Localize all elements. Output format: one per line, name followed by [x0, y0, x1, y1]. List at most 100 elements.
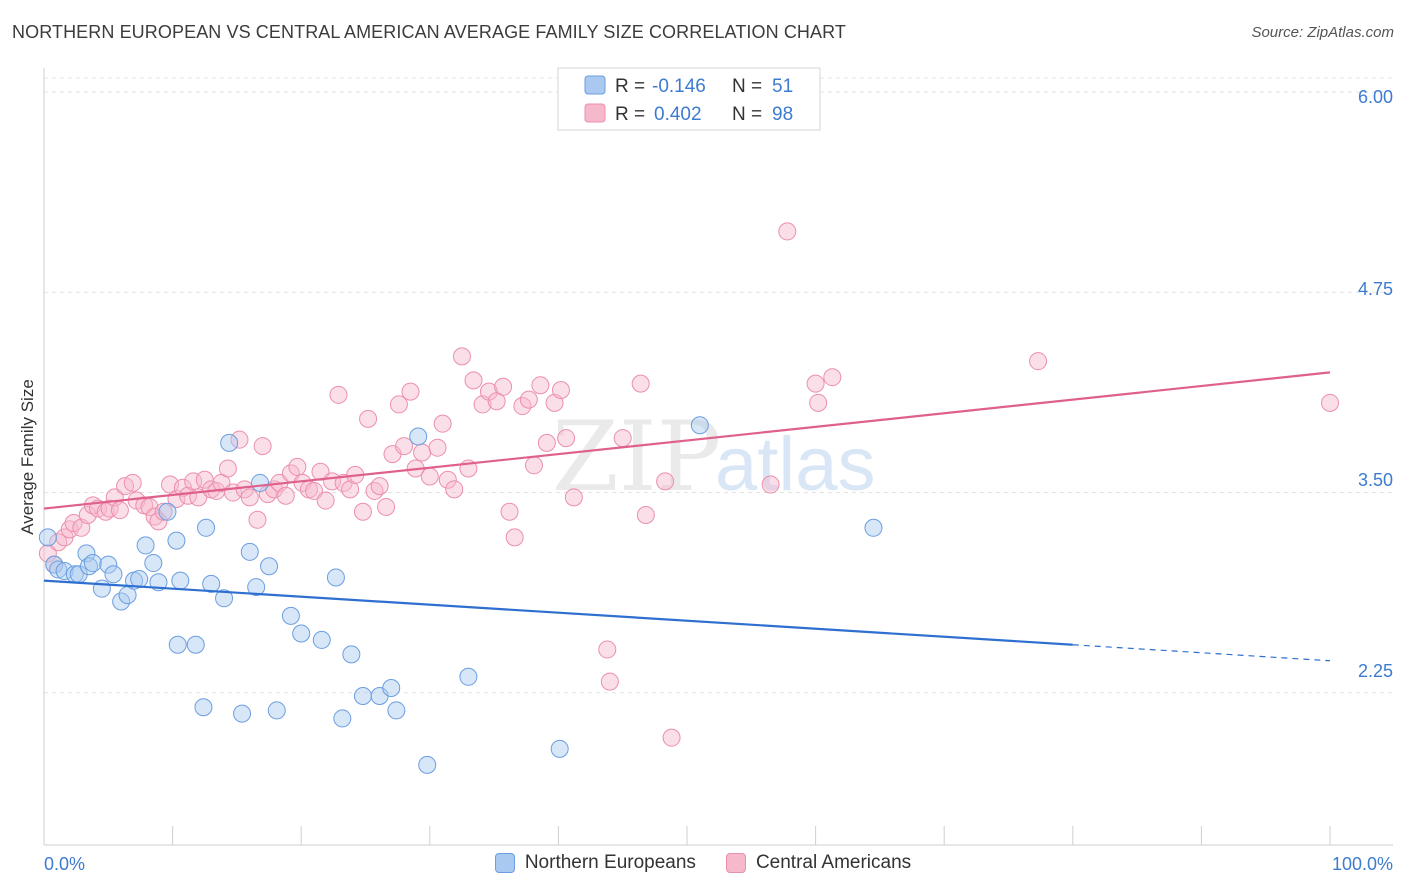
data-point-northern-europeans — [92, 579, 111, 598]
data-point-central-americans — [778, 222, 797, 241]
data-point-central-americans — [636, 505, 655, 524]
data-point-northern-europeans — [333, 709, 352, 728]
legend-item-northern-europeans[interactable]: Northern Europeans — [494, 852, 696, 874]
data-point-central-americans — [656, 472, 675, 491]
data-point-northern-europeans — [220, 433, 239, 452]
data-point-central-americans — [513, 397, 532, 416]
data-point-central-americans — [288, 457, 307, 476]
data-point-northern-europeans — [240, 542, 259, 561]
data-point-central-americans — [662, 728, 681, 747]
series-legend: Northern Europeans Central Americans — [0, 852, 1406, 874]
data-point-central-americans — [438, 470, 457, 489]
data-point-northern-europeans — [112, 592, 131, 611]
data-point-central-americans — [38, 544, 57, 563]
data-point-central-americans — [531, 376, 550, 395]
data-point-central-americans — [305, 481, 324, 500]
x-tick-marks — [172, 826, 1331, 845]
source-credit: Source: ZipAtlas.com — [1251, 24, 1394, 41]
gridlines — [44, 77, 1393, 694]
data-point-northern-europeans — [326, 568, 345, 587]
data-point-central-americans — [413, 443, 432, 462]
data-point-central-americans — [598, 640, 617, 659]
data-point-central-americans — [123, 473, 142, 492]
trend-lines — [43, 371, 1331, 662]
y-tick-label: 2.25 — [1358, 661, 1393, 681]
data-point-northern-europeans — [197, 518, 216, 537]
data-point-central-americans — [433, 414, 452, 433]
data-point-northern-europeans — [202, 574, 221, 593]
data-point-central-americans — [353, 502, 372, 521]
data-point-northern-europeans — [168, 635, 187, 654]
data-point-central-americans — [184, 472, 203, 491]
x-tick-label-min: 0.0% — [44, 854, 85, 874]
data-point-northern-europeans — [104, 565, 123, 584]
data-point-central-americans — [149, 512, 168, 531]
data-point-central-americans — [253, 437, 272, 456]
legend-swatch-blue — [584, 75, 606, 95]
data-point-northern-europeans — [144, 554, 163, 573]
data-point-northern-europeans — [38, 528, 57, 547]
data-point-northern-europeans — [267, 701, 286, 720]
data-point-northern-europeans — [55, 562, 74, 581]
data-point-northern-europeans — [418, 755, 437, 774]
r-value-blue: -0.146 — [652, 76, 706, 97]
data-point-northern-europeans — [459, 667, 478, 686]
data-point-northern-europeans — [247, 578, 266, 597]
data-point-central-americans — [806, 374, 825, 393]
data-point-northern-europeans — [281, 606, 300, 625]
data-point-central-americans — [78, 505, 97, 524]
y-axis-label: Average Family Size — [18, 379, 37, 535]
y-tick-label: 6.00 — [1358, 87, 1393, 107]
legend-swatch-central-americans — [725, 853, 746, 873]
data-point-northern-europeans — [49, 560, 68, 579]
y-tick-label: 3.50 — [1358, 470, 1393, 490]
data-point-central-americans — [329, 385, 348, 404]
data-point-central-americans — [276, 486, 295, 505]
data-point-northern-europeans — [312, 630, 331, 649]
data-point-northern-europeans — [864, 518, 883, 537]
data-point-northern-europeans — [83, 554, 102, 573]
data-point-northern-europeans — [171, 571, 190, 590]
data-point-northern-europeans — [409, 427, 428, 446]
legend-item-central-americans[interactable]: Central Americans — [725, 852, 912, 874]
data-point-central-americans — [341, 480, 360, 499]
data-point-northern-europeans — [260, 557, 279, 576]
data-point-central-americans — [479, 382, 498, 401]
data-point-central-americans — [613, 429, 632, 448]
n-value-pink: 98 — [772, 104, 793, 125]
data-point-central-americans — [377, 497, 396, 516]
data-point-central-americans — [823, 368, 842, 387]
trendline-northern-europeans — [43, 579, 1073, 646]
legend-label-northern-europeans: Northern Europeans — [524, 852, 696, 873]
data-point-central-americans — [230, 430, 249, 449]
data-point-northern-europeans — [342, 645, 361, 664]
data-point-northern-europeans — [690, 416, 709, 435]
data-point-central-americans — [500, 502, 519, 521]
data-point-central-americans — [631, 374, 650, 393]
data-point-central-americans — [1029, 352, 1048, 371]
r-value-pink: 0.402 — [654, 104, 702, 125]
trendline-central-americans — [43, 371, 1331, 510]
legend-swatch-northern-europeans — [494, 853, 515, 873]
data-point-northern-europeans — [233, 704, 252, 723]
y-tick-label: 4.75 — [1358, 279, 1393, 299]
data-point-central-americans — [420, 467, 439, 486]
data-point-northern-europeans — [136, 536, 155, 555]
data-point-central-americans — [494, 377, 513, 396]
watermark-atlas: atlas — [715, 422, 876, 507]
data-point-central-americans — [316, 491, 335, 510]
data-point-northern-europeans — [158, 502, 177, 521]
data-point-central-americans — [557, 429, 576, 448]
data-point-central-americans — [1321, 393, 1339, 412]
legend-swatch-pink — [584, 103, 606, 123]
data-point-central-americans — [359, 409, 378, 428]
x-tick-label-max: 100.0% — [1332, 854, 1393, 874]
data-point-northern-europeans — [292, 624, 311, 643]
stats-legend: R = -0.146 N = 51 R = 0.402 N = 98 — [557, 67, 821, 131]
data-point-northern-europeans — [130, 570, 149, 589]
legend-label-central-americans: Central Americans — [755, 852, 912, 873]
n-label: N = — [732, 104, 762, 125]
data-point-northern-europeans — [251, 473, 270, 492]
data-point-central-americans — [519, 390, 538, 409]
